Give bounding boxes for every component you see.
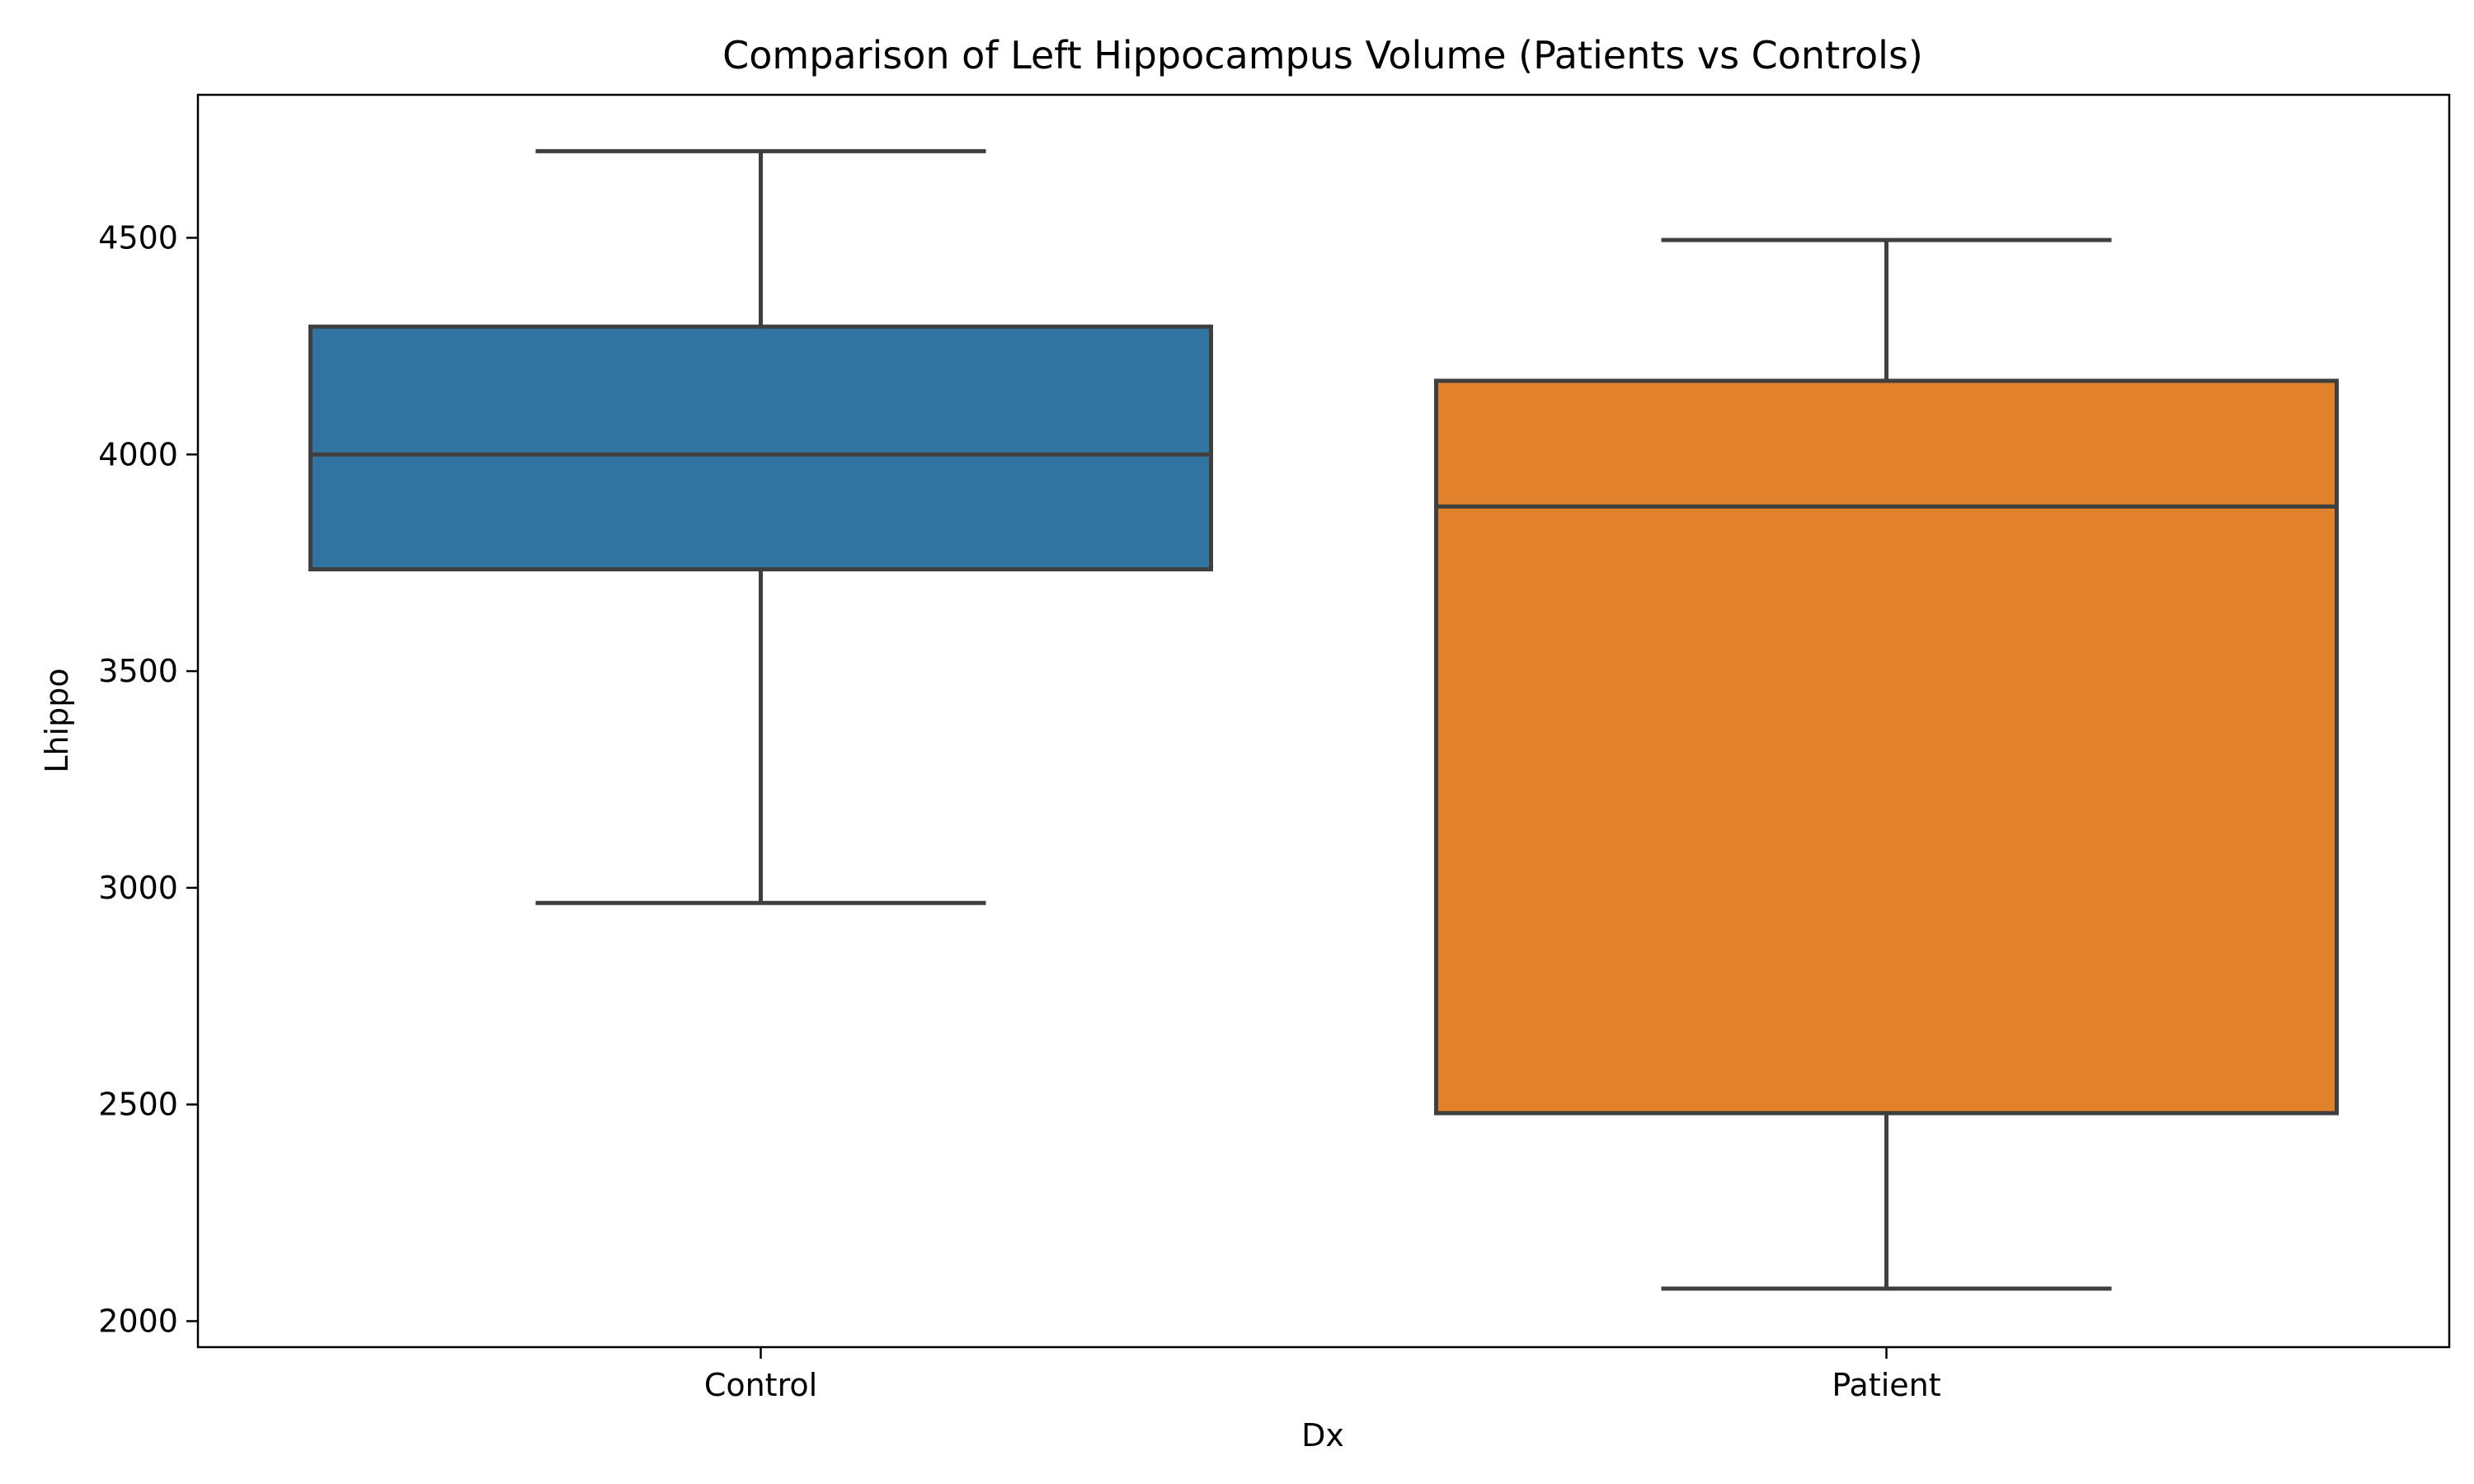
x-axis: Control Patient bbox=[704, 1347, 1941, 1403]
y-tick-label-4500: 4500 bbox=[98, 219, 178, 256]
x-axis-label: Dx bbox=[1301, 1417, 1344, 1453]
box-group-control bbox=[308, 148, 1213, 905]
box-group-patient bbox=[1434, 237, 2339, 1291]
y-axis-label: Lhippo bbox=[39, 668, 75, 773]
y-tick-label-2500: 2500 bbox=[98, 1087, 178, 1123]
y-axis: 2000 2500 3000 3500 4000 4500 bbox=[98, 219, 198, 1339]
x-tick-label-control: Control bbox=[704, 1367, 817, 1403]
box-patient bbox=[1434, 378, 2339, 1115]
plot-area bbox=[308, 148, 2339, 1291]
y-tick-label-3500: 3500 bbox=[98, 653, 178, 689]
box-control bbox=[308, 324, 1213, 572]
chart-title: Comparison of Left Hippocampus Volume (P… bbox=[722, 33, 1923, 77]
plot-frame bbox=[196, 93, 2451, 1349]
y-tick-label-4000: 4000 bbox=[98, 436, 178, 472]
y-tick-label-3000: 3000 bbox=[98, 870, 178, 906]
x-tick-label-patient: Patient bbox=[1832, 1367, 1940, 1403]
y-tick-label-2000: 2000 bbox=[98, 1303, 178, 1339]
